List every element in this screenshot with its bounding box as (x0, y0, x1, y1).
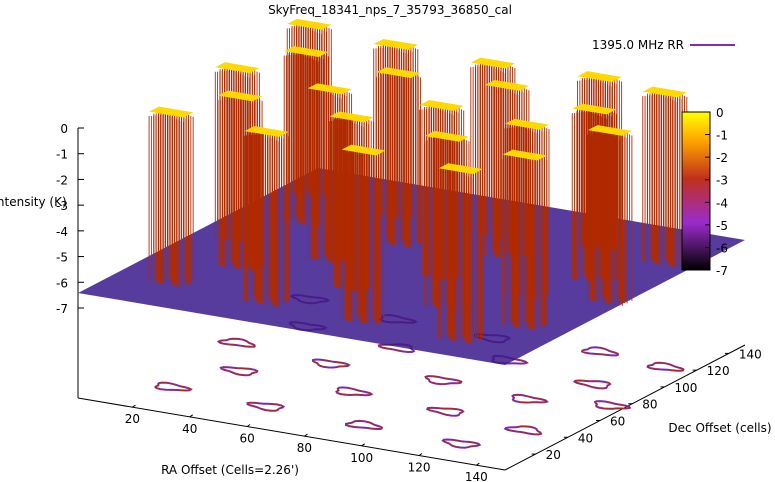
x-tick-mark (246, 424, 251, 427)
contour-line-inner (647, 362, 685, 372)
colorbar-tick-label: -6 (716, 241, 728, 255)
z-tick-label: -6 (56, 276, 68, 290)
surface-peak-cap (287, 18, 332, 30)
colorbar-tick-label: -3 (716, 174, 728, 188)
surface-peak-cap (341, 144, 386, 156)
surface-peak-cap (424, 130, 469, 142)
z-axis-ticks: 0 -1 -2 -3 -4 -5 -6 -7 (56, 122, 84, 316)
z-tick-label: -4 (56, 225, 68, 239)
y-tick-label: 40 (578, 431, 593, 445)
x-tick-label: 100 (350, 451, 373, 465)
surface-peak-cap (419, 100, 464, 111)
contour-line-inner (217, 338, 256, 348)
x-axis-label: RA Offset (Cells=2.26') (161, 463, 299, 477)
y-tick-label: 80 (642, 398, 657, 412)
surface-peak-cap (373, 39, 418, 50)
surface-peak-cap (577, 71, 622, 82)
surface-peak-cap (149, 106, 194, 118)
x-tick-mark (476, 462, 480, 466)
x-tick-mark (304, 433, 308, 437)
contour-line-inner (335, 386, 373, 396)
surface-peak-cap (438, 163, 483, 175)
x-tick-mark (361, 443, 365, 447)
y-tick-label: 120 (707, 364, 730, 378)
x-tick-mark (189, 414, 194, 418)
contour-line-inner (246, 402, 285, 412)
contour-line-inner (312, 359, 350, 368)
colorbar-tick-label: -2 (716, 151, 728, 165)
x-tick-label: 40 (182, 422, 197, 436)
y-tick-label: 60 (610, 415, 625, 429)
contour-line-inner (504, 426, 542, 435)
contour-line-inner (426, 407, 464, 417)
surface-peak-cap (484, 79, 529, 91)
colorbar-tick-label: -5 (716, 219, 728, 233)
chart-title: SkyFreq_18341_nps_7_35793_36850_cal (268, 3, 512, 17)
contour-line-inner (220, 366, 258, 376)
z-tick-label: -1 (56, 148, 68, 162)
x-tick-mark (418, 453, 423, 456)
surface-peak-cap (376, 67, 421, 79)
surface-peak-cap (470, 57, 515, 69)
x-tick-mark (132, 404, 136, 408)
surface-peak-cap (642, 86, 687, 98)
z-tick-label: -3 (56, 199, 68, 213)
contour-line (216, 337, 256, 348)
contour-line-inner (581, 346, 619, 356)
x-axis-ticks: 20 40 60 80 100 120 140 (125, 404, 488, 482)
surface-peak-cap (329, 111, 374, 123)
surface-peak-cap (502, 149, 547, 161)
contour-line-inner (154, 382, 192, 391)
x-tick-label: 80 (297, 441, 312, 455)
legend: 1395.0 MHz RR (592, 38, 735, 52)
y-tick-label: 20 (546, 448, 561, 462)
x-tick-label: 140 (465, 470, 488, 482)
surface-peak-cap (215, 62, 260, 74)
y-tick-label: 140 (739, 347, 762, 361)
colorbar: 0 -1 -2 -3 -4 -5 -6 -7 (681, 106, 728, 278)
z-tick-label: -2 (56, 173, 68, 187)
x-tick-label: 60 (239, 432, 254, 446)
contour-line-inner (442, 439, 481, 449)
colorbar-tick-label: -7 (716, 264, 728, 278)
contour-line-inner (573, 380, 611, 389)
y-tick-label: 100 (674, 381, 697, 395)
colorbar-gradient (681, 111, 711, 271)
colorbar-tick-label: -1 (716, 129, 728, 143)
y-axis-ticks: 20 40 60 80 100 120 140 (531, 347, 762, 462)
surface-peak-cap (244, 126, 289, 137)
surface-peak-cap (504, 118, 549, 130)
surface-peak-cap (218, 90, 263, 102)
z-tick-label: -5 (56, 251, 68, 265)
z-tick-label: -7 (56, 302, 68, 316)
legend-label: 1395.0 MHz RR (592, 38, 684, 52)
colorbar-ticks: 0 -1 -2 -3 -4 -5 -6 -7 (705, 106, 728, 278)
contour-line-inner (511, 394, 548, 403)
contour-line-inner (345, 420, 383, 430)
y-axis-label: Dec Offset (cells) (668, 421, 771, 435)
z-axis-label: Intensity (K) (0, 195, 67, 209)
z-tick-label: 0 (60, 122, 68, 136)
x-tick-label: 20 (125, 412, 140, 426)
colorbar-tick-label: -4 (716, 196, 728, 210)
surface-peak-cap (307, 83, 352, 95)
surface-layer (78, 18, 745, 365)
x-tick-label: 120 (408, 461, 431, 475)
surface-peak-cap (572, 103, 617, 115)
contour-line-inner (594, 400, 631, 410)
colorbar-tick-label: 0 (716, 106, 724, 120)
contour-line-inner (425, 375, 462, 385)
base-front-edge (77, 397, 506, 471)
surface-peak-cap (587, 125, 632, 136)
surface-peak-cap (284, 46, 329, 57)
